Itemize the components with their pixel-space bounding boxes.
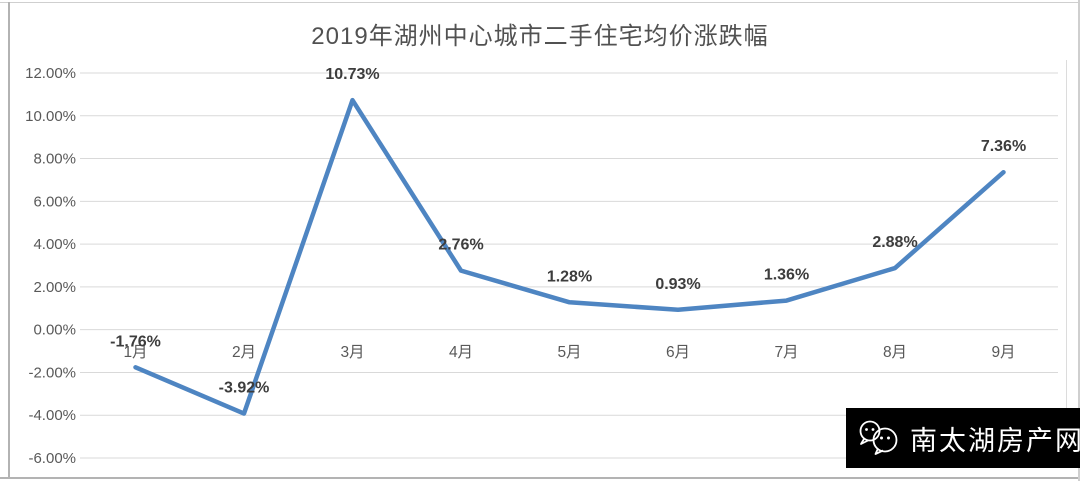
- frame-bottom-border: [0, 477, 1080, 479]
- x-axis-tick-label: 7月: [774, 344, 798, 361]
- y-axis-tick-label: 12.00%: [25, 65, 76, 82]
- data-label: 7.36%: [981, 138, 1026, 155]
- data-label: 0.93%: [655, 276, 700, 293]
- x-axis-tick-label: 3月: [340, 344, 364, 361]
- y-axis-tick-label: -4.00%: [28, 407, 76, 424]
- y-axis-tick-label: 4.00%: [33, 236, 76, 253]
- data-label: -1.76%: [110, 333, 161, 350]
- watermark-badge: 南太湖房产网: [846, 408, 1080, 468]
- series-line: [133, 97, 1006, 416]
- data-label: 1.36%: [764, 267, 809, 284]
- y-axis-tick-label: 8.00%: [33, 151, 76, 168]
- data-label: 10.73%: [325, 66, 379, 83]
- x-axis-tick-label: 4月: [449, 344, 473, 361]
- data-label: 1.28%: [547, 268, 592, 285]
- data-label: -3.92%: [219, 380, 270, 397]
- plot-right-border: [1066, 60, 1067, 460]
- x-axis-tick-label: 1月: [123, 344, 147, 361]
- y-axis-tick-label: -6.00%: [28, 450, 76, 467]
- watermark-text: 南太湖房产网: [910, 425, 1080, 456]
- data-label: 2.76%: [438, 237, 483, 254]
- x-axis-tick-label: 9月: [991, 344, 1015, 361]
- y-axis-tick-label: 2.00%: [33, 279, 76, 296]
- y-axis-tick-label: 0.00%: [33, 322, 76, 339]
- frame-top-border: [0, 2, 1080, 3]
- x-axis-tick-label: 5月: [557, 344, 581, 361]
- wechat-icon: [856, 418, 902, 458]
- y-axis-tick-label: 6.00%: [33, 193, 76, 210]
- y-axis-tick-label: 10.00%: [25, 108, 76, 125]
- data-label: 2.88%: [872, 234, 917, 251]
- frame-right-border: [1078, 0, 1080, 481]
- x-axis-tick-label: 8月: [883, 344, 907, 361]
- frame-left-border: [8, 2, 10, 478]
- x-axis-tick-label: 6月: [666, 344, 690, 361]
- chart-title: 2019年湖州中心城市二手住宅均价涨跌幅: [311, 23, 769, 50]
- y-axis-tick-label: -2.00%: [28, 364, 76, 381]
- x-axis-tick-label: 2月: [232, 344, 256, 361]
